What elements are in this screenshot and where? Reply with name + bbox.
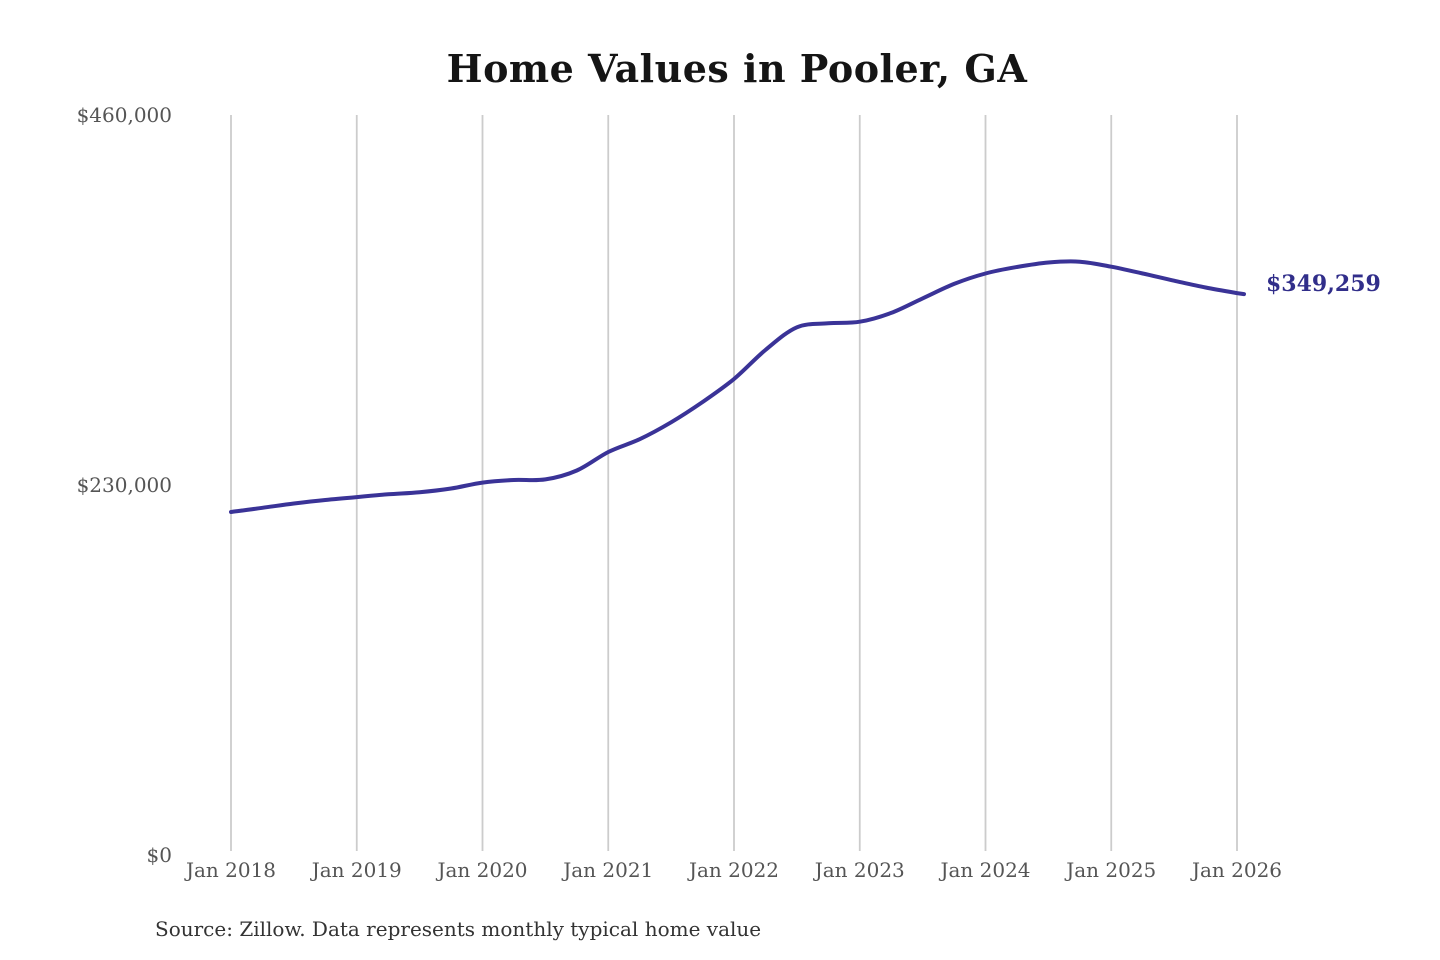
x-axis-label: Jan 2020 <box>435 858 527 882</box>
chart-title: Home Values in Pooler, GA <box>446 46 1028 91</box>
x-axis-label: Jan 2019 <box>310 858 402 882</box>
x-axis-label: Jan 2023 <box>813 858 905 882</box>
end-value-label: $349,259 <box>1266 271 1381 297</box>
x-axis-label: Jan 2024 <box>938 858 1030 882</box>
y-axis-labels: $460,000 $230,000 $0 <box>77 103 172 867</box>
x-axis-label: Jan 2022 <box>687 858 779 882</box>
x-axis-labels: Jan 2018 Jan 2019 Jan 2020 Jan 2021 Jan 2022… <box>184 858 1282 882</box>
x-axis-label: Jan 2018 <box>184 858 276 882</box>
gridlines <box>230 115 1238 851</box>
x-axis-label: Jan 2021 <box>561 858 653 882</box>
value-line <box>229 259 1246 514</box>
x-axis-label: Jan 2025 <box>1064 858 1156 882</box>
source-note: Source: Zillow. Data represents monthly … <box>155 917 762 941</box>
y-axis-label: $230,000 <box>77 473 172 497</box>
y-axis-label: $0 <box>147 843 172 867</box>
x-axis-label: Jan 2026 <box>1190 858 1282 882</box>
y-axis-label: $460,000 <box>77 103 172 127</box>
